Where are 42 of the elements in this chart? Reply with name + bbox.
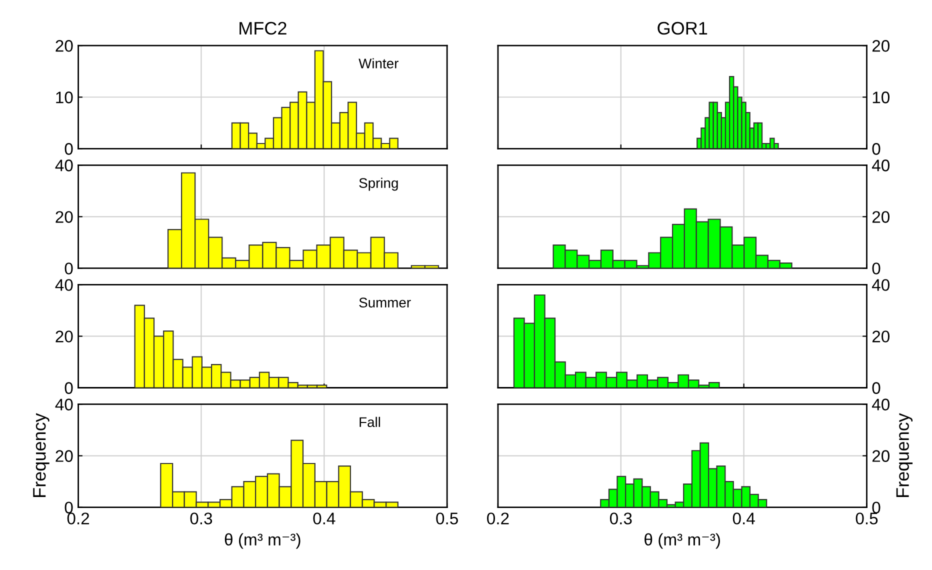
y-tick-label: 20 — [56, 211, 73, 223]
annotation: Fall — [360, 416, 380, 428]
y-tick-label: 20 — [56, 450, 73, 462]
x-tick-label: 0.3 — [190, 512, 212, 524]
x-tick-label: 0.4 — [313, 512, 336, 524]
chart-title: MFC2 — [240, 22, 286, 35]
y-tick-label: 0 — [872, 143, 880, 155]
x-tick-label: 0.5 — [436, 512, 458, 524]
y-tick-label: 40 — [55, 279, 73, 291]
y-tick-label: 40 — [55, 160, 73, 172]
y-tick-label: 0 — [872, 502, 880, 514]
x-tick-label: 0.2 — [67, 512, 90, 524]
y-tick-label: 20 — [56, 330, 73, 342]
y-tick-label: 0 — [872, 262, 880, 274]
y-tick-label: 40 — [872, 160, 890, 172]
y-tick-label: 10 — [872, 92, 890, 104]
y-tick-label: 0 — [64, 262, 73, 274]
y-tick-label: 20 — [56, 40, 73, 52]
y-tick-label: 40 — [55, 398, 73, 410]
x-tick-label: 0.3 — [610, 512, 632, 524]
y-axis-title: Frequency — [33, 413, 50, 497]
y-tick-label: 10 — [56, 92, 73, 104]
annotation: Spring — [359, 178, 398, 191]
y-tick-label: 40 — [872, 279, 890, 291]
y-tick-label: 20 — [872, 40, 890, 52]
x-axis-title: θ (m³ m⁻³) — [224, 533, 300, 549]
x-tick-label: 0.5 — [856, 512, 878, 524]
y-tick-label: 20 — [872, 450, 890, 462]
chart-title: GOR1 — [658, 22, 708, 35]
y-tick-label: 20 — [872, 330, 890, 342]
x-tick-label: 0.4 — [732, 512, 755, 524]
annotation: Winter — [358, 58, 398, 68]
y-tick-label: 40 — [872, 398, 890, 410]
y-tick-label: 0 — [872, 382, 880, 394]
x-tick-label: 0.2 — [487, 512, 509, 524]
y-tick-label: 0 — [64, 382, 73, 394]
y-axis-title: Frequency — [896, 413, 913, 497]
y-tick-label: 20 — [872, 211, 890, 223]
x-axis-title: θ (m³ m⁻³) — [644, 533, 720, 549]
y-tick-label: 0 — [64, 143, 73, 155]
y-tick-label: 0 — [64, 502, 73, 514]
annotation: Summer — [359, 298, 411, 308]
